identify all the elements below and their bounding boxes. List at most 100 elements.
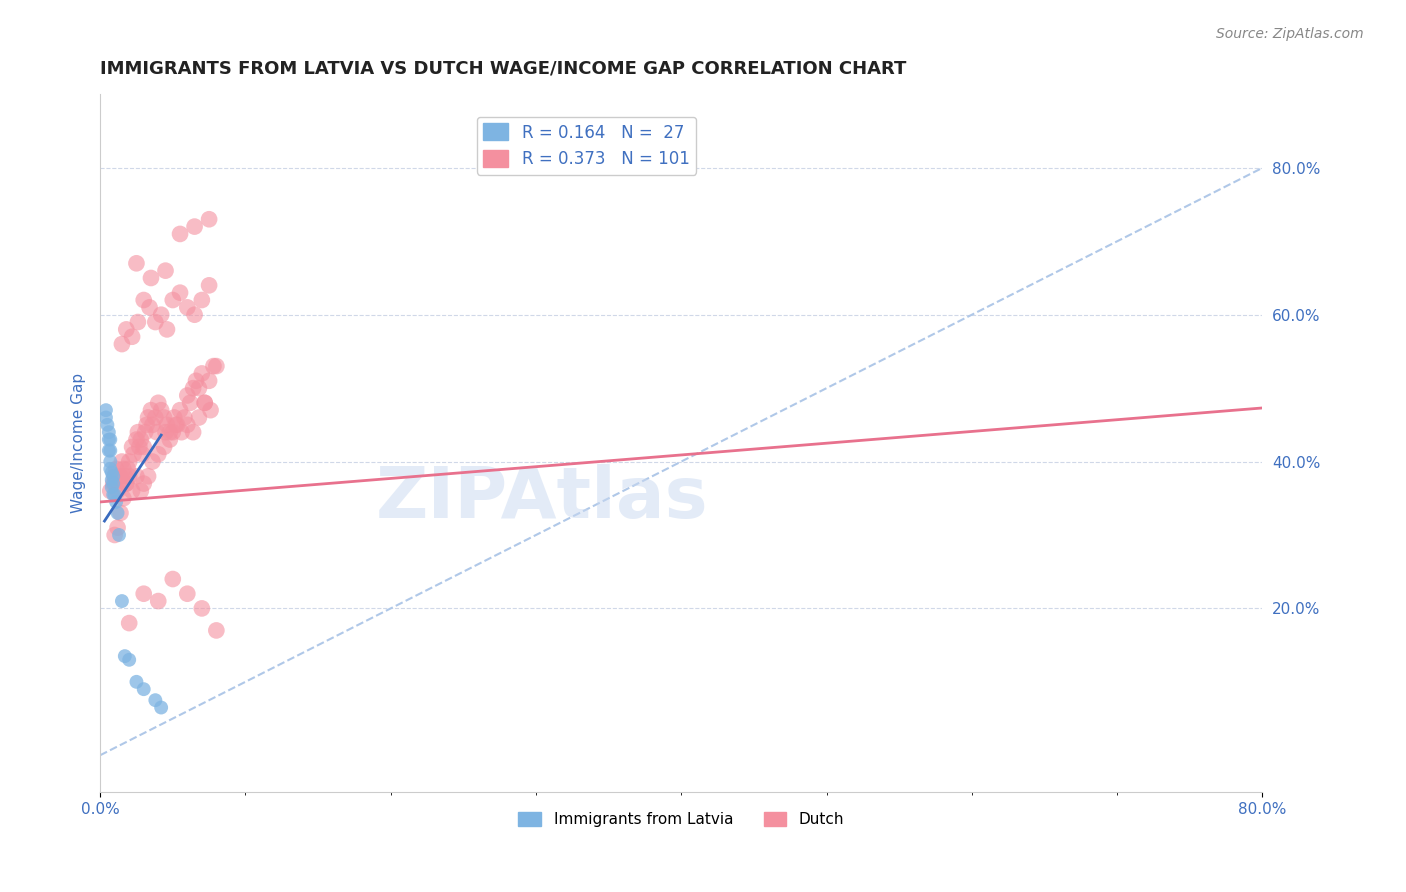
- Point: [194, 396, 217, 410]
- Point: [129, 433, 152, 447]
- Point: [111, 337, 134, 351]
- Point: [105, 495, 128, 509]
- Point: [114, 469, 136, 483]
- Point: [198, 212, 221, 227]
- Point: [121, 440, 143, 454]
- Point: [132, 293, 155, 307]
- Point: [148, 447, 170, 461]
- Point: [127, 425, 149, 440]
- Point: [127, 315, 149, 329]
- Point: [176, 587, 198, 601]
- Point: [150, 308, 173, 322]
- Point: [97, 425, 120, 440]
- Point: [191, 293, 214, 307]
- Point: [94, 410, 117, 425]
- Point: [143, 315, 166, 329]
- Point: [94, 403, 117, 417]
- Point: [110, 469, 132, 483]
- Point: [183, 219, 205, 234]
- Point: [98, 483, 121, 498]
- Point: [159, 425, 181, 440]
- Point: [132, 682, 155, 697]
- Point: [118, 454, 141, 468]
- Point: [100, 466, 122, 480]
- Point: [98, 433, 121, 447]
- Point: [131, 447, 153, 461]
- Point: [176, 417, 198, 432]
- Point: [153, 410, 176, 425]
- Point: [134, 425, 156, 440]
- Point: [183, 308, 205, 322]
- Point: [125, 469, 148, 483]
- Point: [205, 624, 228, 638]
- Point: [155, 425, 177, 440]
- Point: [103, 469, 125, 483]
- Point: [122, 447, 145, 461]
- Point: [125, 433, 148, 447]
- Point: [169, 285, 191, 300]
- Point: [138, 301, 160, 315]
- Point: [187, 381, 209, 395]
- Point: [107, 483, 129, 498]
- Point: [104, 528, 127, 542]
- Point: [98, 454, 121, 468]
- Point: [181, 425, 204, 440]
- Point: [143, 410, 166, 425]
- Point: [108, 476, 131, 491]
- Point: [103, 487, 125, 501]
- Point: [150, 700, 173, 714]
- Point: [141, 454, 163, 468]
- Point: [112, 491, 135, 506]
- Point: [104, 469, 127, 483]
- Point: [132, 587, 155, 601]
- Point: [156, 417, 179, 432]
- Point: [115, 476, 138, 491]
- Point: [153, 440, 176, 454]
- Legend: Immigrants from Latvia, Dutch: Immigrants from Latvia, Dutch: [512, 805, 851, 833]
- Point: [170, 425, 193, 440]
- Point: [162, 425, 184, 440]
- Point: [139, 403, 162, 417]
- Point: [108, 528, 131, 542]
- Point: [112, 462, 135, 476]
- Y-axis label: Wage/Income Gap: Wage/Income Gap: [72, 373, 86, 513]
- Point: [166, 417, 188, 432]
- Point: [148, 594, 170, 608]
- Point: [98, 443, 121, 458]
- Point: [194, 396, 217, 410]
- Point: [163, 410, 186, 425]
- Point: [162, 572, 184, 586]
- Point: [165, 417, 187, 432]
- Point: [121, 330, 143, 344]
- Text: IMMIGRANTS FROM LATVIA VS DUTCH WAGE/INCOME GAP CORRELATION CHART: IMMIGRANTS FROM LATVIA VS DUTCH WAGE/INC…: [100, 60, 907, 78]
- Point: [98, 462, 121, 476]
- Point: [150, 403, 173, 417]
- Text: Source: ZipAtlas.com: Source: ZipAtlas.com: [1216, 27, 1364, 41]
- Point: [136, 469, 159, 483]
- Point: [156, 322, 179, 336]
- Point: [117, 462, 139, 476]
- Point: [148, 396, 170, 410]
- Point: [143, 693, 166, 707]
- Point: [139, 271, 162, 285]
- Point: [176, 388, 198, 402]
- Point: [105, 462, 128, 476]
- Point: [111, 454, 134, 468]
- Point: [191, 601, 214, 615]
- Point: [198, 278, 221, 293]
- Point: [104, 487, 127, 501]
- Point: [132, 440, 155, 454]
- Point: [103, 476, 125, 491]
- Point: [169, 227, 191, 241]
- Point: [141, 417, 163, 432]
- Point: [191, 367, 214, 381]
- Point: [115, 322, 138, 336]
- Point: [107, 521, 129, 535]
- Point: [202, 359, 225, 373]
- Point: [110, 506, 132, 520]
- Point: [132, 476, 155, 491]
- Point: [136, 410, 159, 425]
- Point: [97, 443, 120, 458]
- Text: ZIPAtlas: ZIPAtlas: [375, 465, 709, 533]
- Point: [155, 263, 177, 277]
